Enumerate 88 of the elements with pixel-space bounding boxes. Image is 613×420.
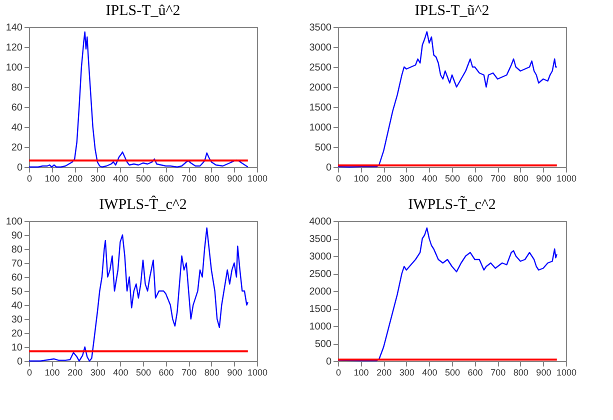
y-tick-label: 4000 (309, 216, 332, 228)
x-tick-label: 900 (536, 368, 552, 378)
x-tick-label: 1000 (556, 174, 577, 184)
y-tick-label: 20 (11, 328, 23, 340)
y-tick-label: 3500 (309, 234, 332, 245)
y-tick-label: 0 (326, 162, 332, 174)
x-tick-label: 500 (136, 174, 152, 184)
x-tick-label: 300 (399, 368, 414, 378)
x-tick-label: 1000 (247, 368, 268, 378)
x-tick-label: 200 (68, 368, 83, 378)
x-tick-label: 900 (536, 174, 552, 184)
y-tick-label: 20 (11, 142, 23, 154)
y-tick-label: 0 (326, 356, 332, 368)
y-tick-label: 40 (11, 122, 23, 134)
x-tick-label: 1000 (556, 368, 577, 378)
y-tick-label: 1500 (309, 102, 332, 114)
x-tick-label: 600 (158, 174, 174, 184)
y-tick-label: 140 (6, 22, 23, 34)
chart-title: IPLS-T_ũ^2 (414, 3, 490, 19)
chart-title: IWPLS-T̃_c^2 (408, 195, 496, 213)
y-tick-label: 100 (6, 216, 23, 228)
x-tick-label: 800 (513, 368, 528, 378)
x-tick-label: 600 (468, 368, 483, 378)
x-tick-label: 100 (44, 368, 60, 378)
y-tick-label: 0 (16, 162, 23, 174)
line-series (28, 227, 248, 362)
y-tick-label: 2500 (309, 62, 332, 74)
y-tick-label: 1000 (309, 122, 332, 134)
x-tick-label: 500 (444, 368, 460, 378)
x-tick-label: 900 (227, 174, 242, 184)
x-tick-label: 600 (158, 368, 174, 378)
x-tick-label: 700 (490, 174, 506, 184)
x-tick-label: 100 (354, 368, 369, 378)
y-tick-label: 80 (11, 244, 23, 256)
x-tick-label: 800 (204, 174, 220, 184)
line-series (28, 31, 248, 168)
line-series (337, 227, 558, 362)
x-tick-label: 300 (90, 174, 106, 184)
x-tick-label: 200 (68, 174, 83, 184)
x-tick-label: 800 (204, 368, 220, 378)
x-tick-label: 100 (44, 174, 60, 184)
y-tick-label: 3500 (309, 22, 332, 34)
x-tick-label: 1000 (247, 174, 268, 184)
y-tick-label: 3000 (309, 252, 332, 262)
y-tick-label: 2500 (309, 269, 332, 280)
y-tick-label: 30 (11, 314, 23, 326)
x-tick-label: 600 (468, 174, 483, 184)
y-tick-label: 50 (11, 286, 23, 298)
y-tick-label: 500 (314, 142, 332, 154)
x-tick-label: 700 (182, 174, 197, 184)
y-tick-label: 3000 (309, 42, 332, 54)
y-tick-label: 10 (11, 342, 23, 354)
x-tick-label: 400 (422, 174, 438, 184)
x-tick-label: 400 (113, 174, 128, 184)
y-tick-label: 60 (11, 102, 23, 114)
y-tick-label: 500 (314, 339, 332, 350)
x-tick-label: 0 (26, 368, 32, 378)
y-tick-label: 90 (11, 230, 23, 242)
chart-title: IPLS-T_û^2 (106, 3, 180, 19)
x-tick-label: 0 (336, 174, 342, 184)
y-tick-label: 70 (11, 258, 23, 270)
y-tick-label: 80 (11, 82, 23, 94)
y-tick-label: 2000 (309, 286, 332, 298)
x-tick-label: 900 (227, 368, 242, 378)
x-tick-label: 700 (490, 368, 506, 378)
line-series (337, 31, 558, 168)
y-tick-label: 0 (16, 356, 23, 368)
x-tick-label: 300 (90, 368, 106, 378)
x-tick-label: 0 (26, 174, 32, 184)
y-tick-label: 120 (6, 42, 23, 54)
x-tick-label: 200 (376, 368, 392, 378)
x-tick-label: 700 (182, 368, 197, 378)
x-tick-label: 400 (113, 368, 128, 378)
y-tick-label: 2000 (309, 82, 332, 94)
y-tick-label: 40 (11, 300, 23, 312)
y-tick-label: 100 (6, 62, 23, 74)
x-tick-label: 200 (376, 174, 392, 184)
x-tick-label: 0 (336, 368, 342, 378)
y-tick-label: 60 (11, 272, 23, 284)
x-tick-label: 500 (444, 174, 460, 184)
y-tick-label: 1500 (309, 304, 332, 315)
x-tick-label: 400 (422, 368, 438, 378)
x-tick-label: 500 (136, 368, 152, 378)
chart-title: IWPLS-T̂_c^2 (99, 195, 187, 213)
x-tick-label: 300 (399, 174, 414, 184)
y-tick-label: 1000 (309, 322, 332, 332)
x-tick-label: 800 (513, 174, 528, 184)
x-tick-label: 100 (354, 174, 369, 184)
